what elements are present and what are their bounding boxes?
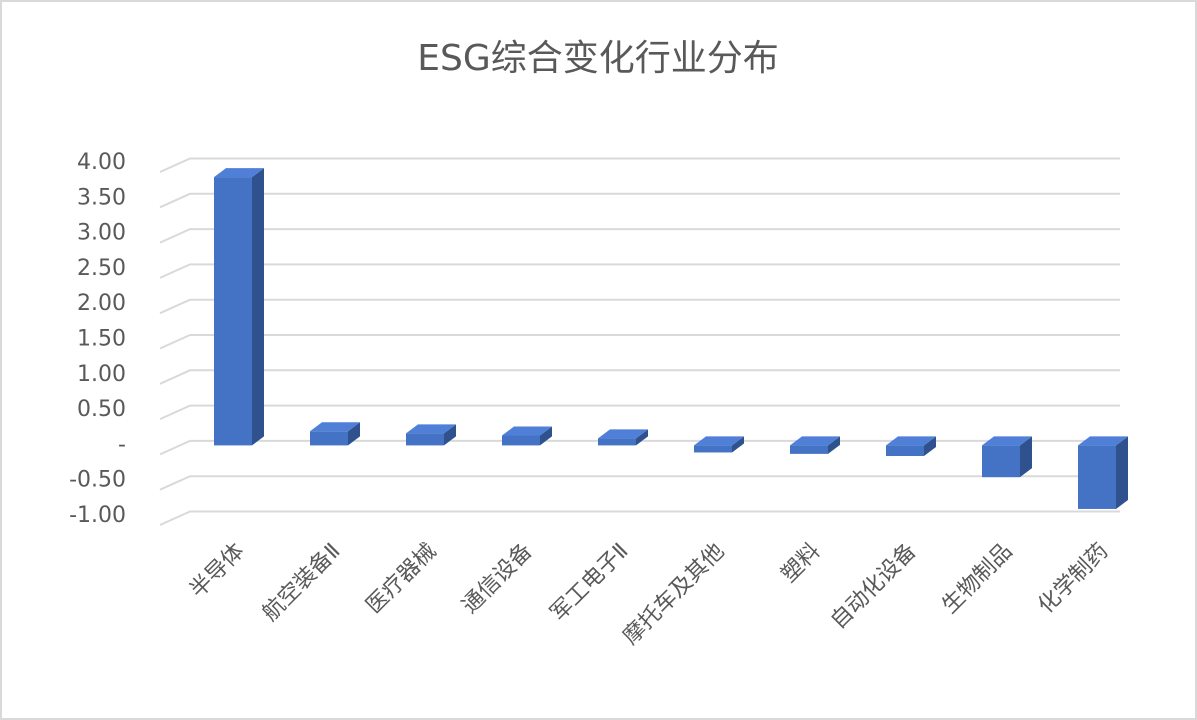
bar (502, 435, 540, 446)
bar-side (1020, 436, 1032, 478)
bar (886, 445, 924, 456)
grid-line (159, 369, 1120, 385)
bar-top (790, 436, 840, 446)
y-tick-label: - (118, 432, 126, 457)
y-tick-label: 0.50 (77, 397, 126, 422)
bar (310, 431, 348, 446)
bar-top (502, 426, 552, 436)
y-tick-label: 4.00 (77, 150, 126, 175)
bar (790, 445, 828, 454)
bar (1078, 445, 1116, 509)
bar-top (694, 436, 744, 446)
grid-line (159, 298, 1120, 315)
y-tick-label: 2.00 (77, 291, 126, 316)
y-tick-label: 1.50 (77, 327, 126, 352)
bar (694, 445, 732, 453)
bar-side (1116, 436, 1128, 509)
grid-line (159, 263, 1120, 279)
bar (406, 433, 444, 446)
bar (982, 445, 1020, 478)
y-tick-label: 2.50 (77, 256, 126, 281)
bar-top (310, 422, 360, 432)
grid-line (159, 475, 1120, 491)
y-tick-label: 3.00 (77, 221, 126, 246)
bar-side (924, 436, 936, 456)
bar-top (982, 436, 1032, 446)
bar-top (406, 424, 456, 434)
bar-top (886, 436, 936, 446)
bar-top (214, 168, 264, 178)
grid-line (159, 510, 1120, 526)
grid-line (159, 334, 1120, 350)
bar-top (1078, 436, 1128, 446)
bar-side (540, 426, 552, 446)
y-tick-label: 1.00 (77, 362, 126, 387)
bar-side (444, 424, 456, 446)
grid-line (159, 192, 1120, 209)
grid-line (159, 157, 1120, 173)
bar (214, 177, 252, 446)
bar-side (828, 436, 840, 454)
grid-line (159, 228, 1120, 244)
bar-side (252, 168, 264, 446)
bar-side (732, 436, 744, 453)
grid-line (159, 404, 1120, 421)
y-tick-label: 3.50 (77, 185, 126, 210)
bar-top (598, 429, 648, 439)
y-tick-label: -0.50 (69, 468, 126, 493)
bar (598, 438, 636, 446)
bar-side (636, 429, 648, 446)
chart-title: ESG综合变化行业分布 (417, 38, 779, 79)
y-tick-label: -1.00 (69, 503, 126, 528)
bar-side (348, 422, 360, 446)
